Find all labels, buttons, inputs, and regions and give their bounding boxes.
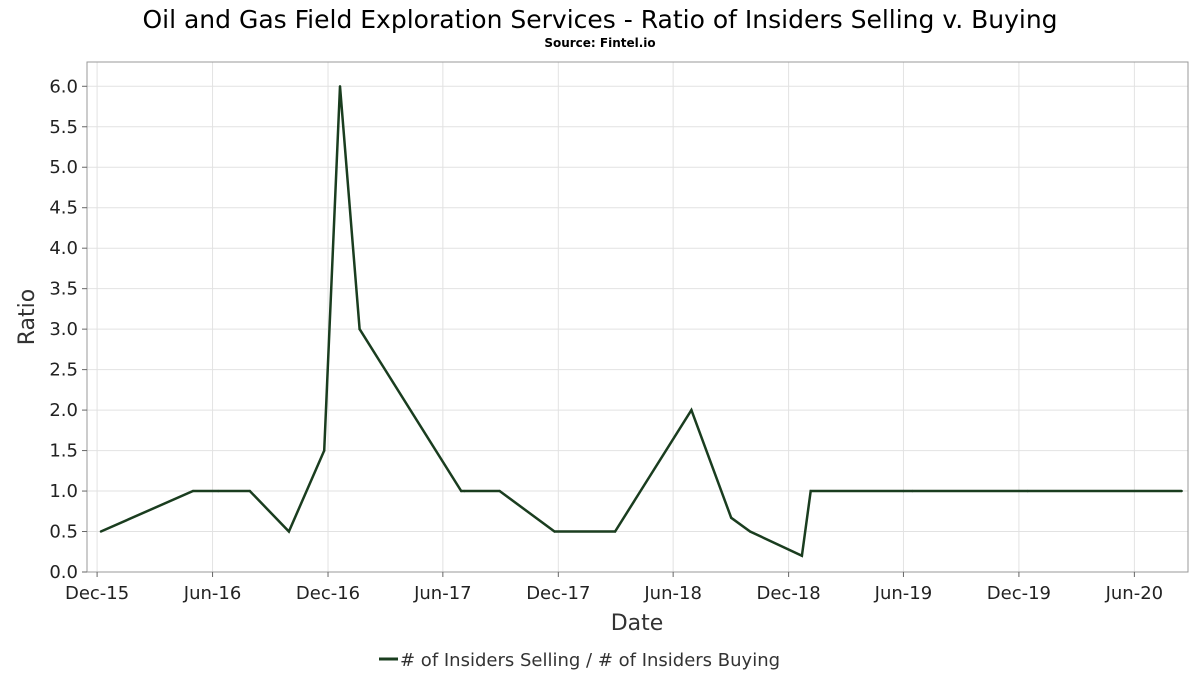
data-point: [459, 489, 463, 493]
y-tick-label: 4.5: [49, 198, 78, 219]
data-point: [748, 530, 752, 533]
x-tick-label: Jun-17: [413, 583, 472, 604]
chart-title: Oil and Gas Field Exploration Services -…: [142, 5, 1057, 34]
y-axis-label: Ratio: [15, 289, 40, 345]
x-tick-label: Dec-16: [296, 583, 360, 604]
legend-label: # of Insiders Selling / # of Insiders Bu…: [400, 650, 780, 671]
data-point: [191, 489, 195, 493]
data-point: [287, 530, 291, 533]
y-tick-label: 2.5: [49, 360, 78, 381]
data-point: [613, 530, 617, 533]
y-tick-label: 3.5: [49, 279, 78, 300]
data-point: [1180, 489, 1183, 493]
data-point: [553, 530, 556, 533]
y-tick-label: 4.0: [49, 238, 78, 259]
data-point: [248, 489, 251, 493]
data-point: [217, 489, 220, 493]
y-tick-label: 3.0: [49, 319, 78, 340]
data-point: [323, 449, 326, 452]
grid: [87, 62, 1188, 573]
y-tick-label: 1.5: [49, 441, 78, 462]
x-tick-label: Dec-15: [65, 583, 129, 604]
data-point: [911, 489, 914, 493]
x-axis-label: Date: [611, 611, 664, 636]
y-tick-label: 1.0: [49, 481, 78, 502]
x-tick-label: Dec-17: [526, 583, 590, 604]
y-axis-ticks: 0.0 0.5 1.0 1.5 2.0 2.5 3.0 3.5 4.0 4.5 5.0 5.5 6.0: [49, 76, 87, 583]
series-layer: [99, 85, 1183, 558]
y-tick-label: 5.0: [49, 157, 78, 178]
data-point: [902, 489, 905, 493]
data-point: [809, 489, 812, 493]
chart-subtitle: Source: Fintel.io: [544, 36, 655, 50]
data-point: [729, 516, 733, 519]
data-point: [358, 327, 361, 331]
x-axis-ticks: Dec-15 Jun-16 Dec-16 Jun-17 Dec-17 Jun-18 Dec-…: [65, 572, 1163, 604]
y-tick-label: 2.0: [49, 400, 78, 421]
plot-frame: [86, 61, 1189, 573]
data-point: [1026, 489, 1029, 493]
y-tick-label: 0.5: [49, 522, 78, 543]
data-point: [690, 408, 693, 412]
data-point: [99, 530, 103, 533]
data-point: [800, 554, 804, 558]
x-tick-label: Dec-19: [987, 583, 1051, 604]
y-tick-label: 0.0: [49, 562, 78, 583]
series-line: [100, 86, 1182, 558]
x-tick-label: Jun-18: [643, 583, 702, 604]
y-tick-label: 5.5: [49, 117, 78, 138]
data-point: [498, 489, 501, 493]
y-tick-label: 6.0: [49, 76, 78, 97]
data-point: [463, 489, 466, 493]
data-point: [338, 85, 342, 88]
x-tick-label: Dec-18: [756, 583, 820, 604]
x-tick-label: Jun-16: [183, 583, 242, 604]
x-tick-label: Jun-19: [874, 583, 933, 604]
legend: # of Insiders Selling / # of Insiders Bu…: [379, 650, 780, 671]
x-tick-label: Jun-20: [1105, 583, 1164, 604]
